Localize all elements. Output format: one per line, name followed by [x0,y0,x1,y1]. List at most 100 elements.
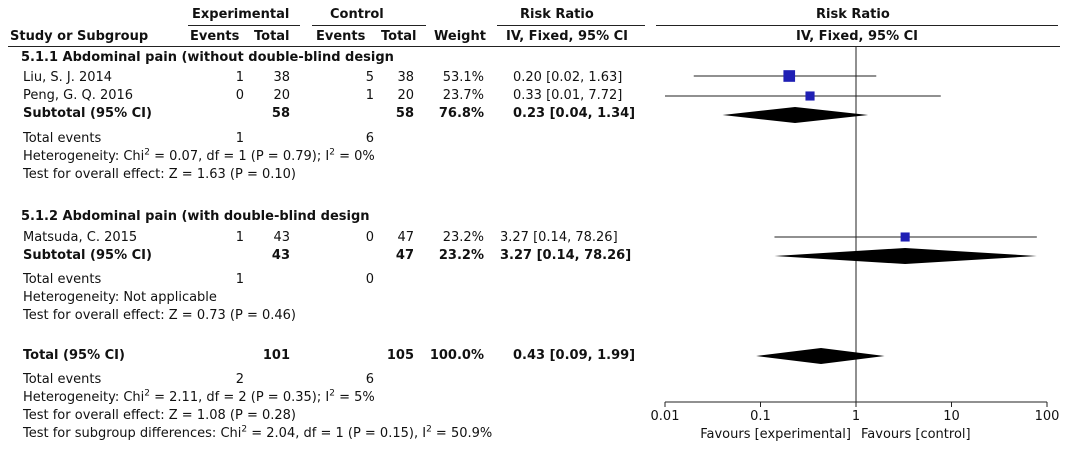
header-risk-ratio-table: Risk Ratio [520,7,594,22]
favours-experimental-label: Favours [experimental] [700,427,851,442]
heterogeneity-text: Heterogeneity: Not applicable [23,290,217,305]
total-events-control: 0 [365,272,374,287]
subgroup-diff-part: = 2.04, df = 1 (P = 0.15), I [247,426,427,441]
total-control: 20 [397,88,414,103]
subtotal-ci: 0.23 [0.04, 1.34] [513,106,636,121]
heterogeneity-part: = 5% [334,390,375,405]
superscript: 2 [144,388,150,399]
pooled-diamond [722,107,869,123]
total-events-label: Total events [23,372,102,387]
events-experimental: 0 [235,88,244,103]
col-total-control: Total [381,29,417,44]
header-risk-ratio-plot: Risk Ratio [816,7,890,22]
heterogeneity-text: Heterogeneity: Chi2 = 0.07, df = 1 (P = … [23,147,375,165]
subtotal-total-experimental: 43 [271,248,290,263]
total-events-label: Total events [23,131,102,146]
overall-effect-text: Test for overall effect: Z = 1.63 (P = 0… [23,167,296,182]
total-events-control: 6 [365,131,374,146]
header-experimental: Experimental [192,7,290,22]
risk-ratio-ci: 0.20 [0.02, 1.63] [513,70,623,85]
subtotal-total-experimental: 58 [271,106,290,121]
subtotal-total-control: 58 [395,106,414,121]
study-name: Liu, S. J. 2014 [23,70,113,85]
study-name: Peng, G. Q. 2016 [23,88,134,103]
favours-control-label: Favours [control] [861,427,971,442]
events-control: 5 [365,70,374,85]
subtotal-weight: 23.2% [438,248,484,263]
heterogeneity-part: = 2.11, df = 2 (P = 0.35); I [150,390,330,405]
column-header-rule [8,46,1060,47]
heterogeneity-part: Heterogeneity: Chi [23,390,145,405]
col-study: Study or Subgroup [10,29,149,44]
subgroup-differences-text: Test for subgroup differences: Chi2 = 2.… [23,424,493,442]
col-total-experimental: Total [254,29,290,44]
overall-effect-text: Test for overall effect: Z = 0.73 (P = 0… [23,308,296,323]
pooled-diamond [774,248,1037,264]
study-point-square [805,91,815,101]
events-control: 1 [365,88,374,103]
col-weight: Weight [434,29,486,44]
total-control: 38 [397,70,414,85]
superscript: 2 [329,388,335,399]
header-control: Control [330,7,384,22]
total-events-experimental: 1 [235,272,244,287]
total-events-control: 6 [365,372,374,387]
x-tick-label: 0.1 [750,409,771,424]
subtotal-weight: 76.8% [438,106,484,121]
total-ci: 0.43 [0.09, 1.99] [513,348,636,363]
total-experimental: 38 [273,70,290,85]
weight: 23.2% [442,230,484,245]
x-tick-label: 0.01 [651,409,680,424]
subgroup-diff-part: = 50.9% [431,426,493,441]
x-tick-label: 100 [1035,409,1060,424]
events-experimental: 1 [235,70,244,85]
col-method-table: IV, Fixed, 95% CI [506,29,629,44]
x-tick-label: 10 [943,409,960,424]
superscript: 2 [426,424,432,435]
total-weight: 100.0% [429,348,484,363]
superscript: 2 [144,147,150,158]
subtotal-total-control: 47 [395,248,414,263]
total-events-label: Total events [23,272,102,287]
header-rule-control [312,25,426,26]
study-point-square [900,232,910,242]
subgroup-diff-part: Test for subgroup differences: Chi [23,426,242,441]
total-experimental: 43 [273,230,290,245]
header-rule-rr-table [497,25,645,26]
total-total-control: 105 [386,348,414,363]
total-label: Total (95% CI) [23,348,125,363]
total-experimental: 20 [273,88,290,103]
risk-ratio-ci: 0.33 [0.01, 7.72] [513,88,623,103]
heterogeneity-part: = 0.07, df = 1 (P = 0.79); I [150,149,330,164]
subgroup2-title: 5.1.2 Abdominal pain (with double-blind … [21,209,370,224]
overall-effect-text: Test for overall effect: Z = 1.08 (P = 0… [23,408,296,423]
col-events-control: Events [316,29,366,44]
subtotal-ci: 3.27 [0.14, 78.26] [500,248,632,263]
subtotal-label: Subtotal (95% CI) [23,248,152,263]
superscript: 2 [241,424,248,435]
events-experimental: 1 [235,230,244,245]
study-point-square [783,70,796,82]
x-tick-label: 1 [852,409,860,424]
col-events-experimental: Events [190,29,240,44]
header-rule-rr-plot [656,25,1058,26]
total-total-experimental: 101 [262,348,290,363]
superscript: 2 [329,147,335,158]
events-control: 0 [365,230,374,245]
heterogeneity-text: Heterogeneity: Chi2 = 2.11, df = 2 (P = … [23,388,375,406]
total-events-experimental: 2 [235,372,244,387]
risk-ratio-ci: 3.27 [0.14, 78.26] [500,230,618,245]
heterogeneity-part: Heterogeneity: Chi [23,149,145,164]
header-rule-experimental [188,25,300,26]
col-method-plot: IV, Fixed, 95% CI [796,29,919,44]
pooled-diamond [756,348,885,364]
study-name: Matsuda, C. 2015 [23,230,138,245]
total-events-experimental: 1 [235,131,244,146]
subgroup1-title: 5.1.1 Abdominal pain (without double-bli… [21,50,394,65]
subtotal-label: Subtotal (95% CI) [23,106,152,121]
heterogeneity-part: = 0% [334,149,375,164]
weight: 53.1% [442,70,484,85]
weight: 23.7% [442,88,484,103]
